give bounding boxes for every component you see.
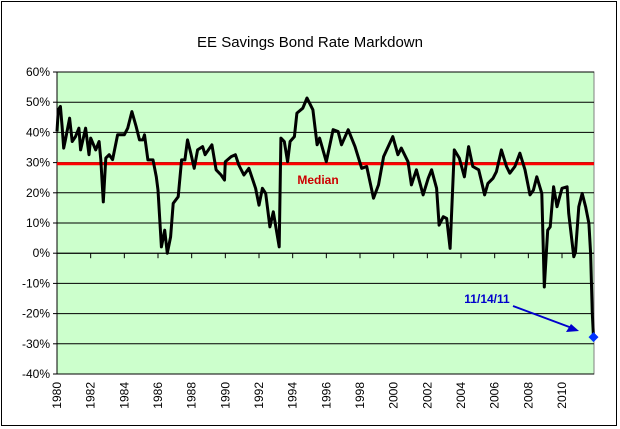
x-tick-label: 2010	[555, 382, 569, 409]
x-tick-label: 1984	[117, 382, 131, 409]
y-tick-label: -30%	[22, 337, 50, 351]
x-tick-label: 1982	[84, 382, 98, 409]
y-tick-label: 0%	[33, 246, 51, 260]
annotation-arrow-line	[512, 305, 573, 329]
x-tick-label: 2004	[454, 382, 468, 409]
x-tick-label: 1990	[218, 382, 232, 409]
x-tick-label: 1988	[185, 382, 199, 409]
y-tick-label: -40%	[22, 367, 50, 381]
x-tick-label: 1986	[151, 382, 165, 409]
chart-title: EE Savings Bond Rate Markdown	[197, 34, 423, 51]
x-tick-label: 1994	[286, 382, 300, 409]
annotation-label: 11/14/11	[464, 292, 510, 306]
x-tick-label: 2008	[521, 382, 535, 409]
y-tick-label: 40%	[26, 125, 50, 139]
y-tick-label: 30%	[26, 156, 50, 170]
data-series-line	[55, 96, 595, 338]
y-tick-label: 60%	[26, 65, 50, 79]
y-tick-label: -10%	[22, 276, 50, 290]
x-tick-label: 1998	[353, 382, 367, 409]
x-tick-label: 2002	[420, 382, 434, 409]
x-tick-label: 1980	[50, 382, 64, 409]
x-tick-label: 1992	[252, 382, 266, 409]
y-tick-label: 20%	[26, 186, 50, 200]
x-tick-label: 1996	[319, 382, 333, 409]
y-tick-label: 50%	[26, 95, 50, 109]
median-label: Median	[297, 173, 338, 187]
y-tick-label: -20%	[22, 307, 50, 321]
y-tick-label: 10%	[26, 216, 50, 230]
x-tick-label: 2000	[387, 382, 401, 409]
annotation-arrowhead-icon	[566, 324, 579, 332]
last-point-marker	[588, 332, 599, 343]
x-tick-label: 2006	[488, 382, 502, 409]
